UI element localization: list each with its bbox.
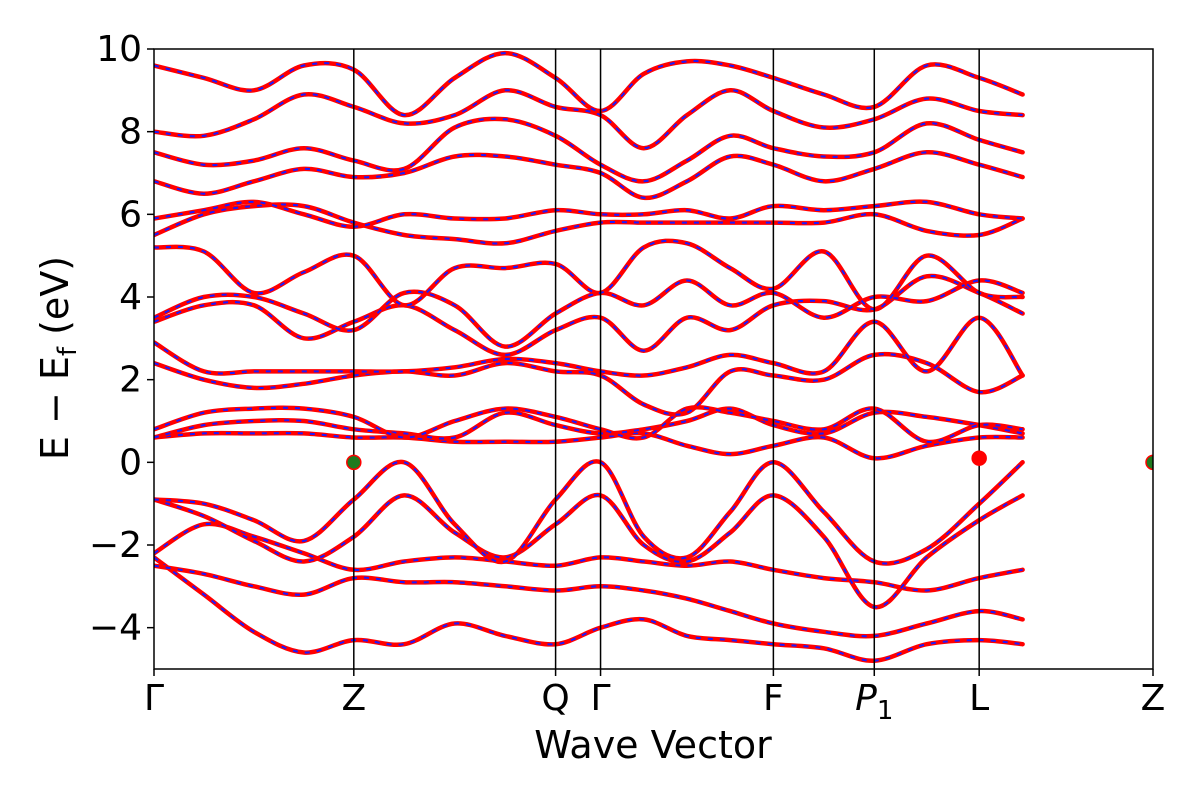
y-axis: −4 −2 0 2 4 6 8 10 <box>89 29 154 649</box>
x-tick-label-3: Q <box>541 678 569 719</box>
cbm-marker-3 <box>971 450 987 466</box>
y-axis-title: E − Ef (eV) <box>33 256 83 460</box>
band-lines <box>154 50 1025 663</box>
band-line-red-9 <box>154 351 1025 417</box>
band-line-blue-10 <box>154 316 1024 377</box>
high-symmetry-lines <box>353 49 980 669</box>
y-axis-title-unit: (eV) <box>33 256 77 347</box>
x-tick-label-6: P1 <box>855 678 893 726</box>
y-tick-label: 4 <box>119 277 142 318</box>
x-axis: Γ Z Q Γ F P1 L Z <box>144 669 1165 726</box>
band-line-blue-4 <box>154 494 1024 609</box>
y-tick-label: 10 <box>96 29 142 70</box>
x-tick-label-8: Z <box>1141 678 1166 719</box>
y-tick-label: 2 <box>119 360 142 401</box>
y-tick-label: −4 <box>89 608 142 649</box>
extremum-markers <box>346 450 1153 471</box>
x-tick-label-2: Z <box>341 678 366 719</box>
band-line-blue-18 <box>154 89 1023 150</box>
band-line-red-18 <box>154 88 1025 151</box>
x-tick-label-1: Γ <box>144 678 164 719</box>
band-line-blue-19 <box>154 52 1023 117</box>
y-tick-label: 6 <box>119 194 142 235</box>
plot-frame <box>153 48 1154 670</box>
band-line-red-4 <box>154 492 1025 610</box>
x-tick-label-5: F <box>763 678 784 719</box>
band-line-blue-13 <box>154 239 1023 311</box>
y-tick-label: −2 <box>89 525 142 566</box>
y-axis-title-main: E − E <box>33 356 77 460</box>
x-axis-title: Wave Vector <box>534 723 772 767</box>
band-line-red-6 <box>154 430 1025 461</box>
x-tick-label-7: L <box>969 678 989 719</box>
y-tick-label: 0 <box>119 442 142 483</box>
vbm-marker-2 <box>1145 454 1153 471</box>
band-line-red-1 <box>154 555 1025 663</box>
band-line-red-19 <box>154 50 1025 118</box>
y-axis-title-subscript: f <box>53 346 83 356</box>
x-tick-label-4: Γ <box>591 678 611 719</box>
vbm-marker-1 <box>346 454 362 471</box>
y-tick-label: 8 <box>119 112 142 153</box>
